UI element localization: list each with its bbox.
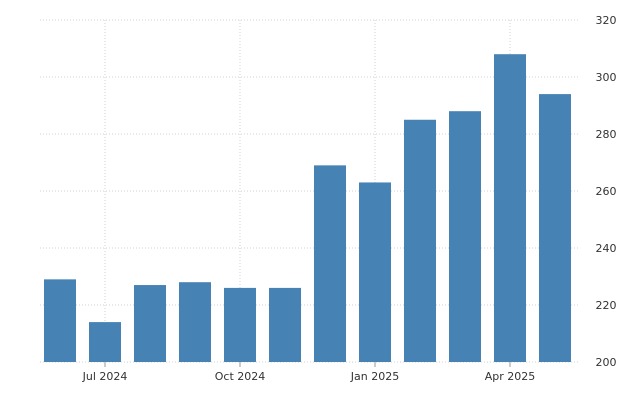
bar: [179, 282, 211, 362]
bar: [89, 322, 121, 362]
y-tick-label: 320: [596, 14, 617, 27]
bar: [359, 182, 391, 362]
bar: [269, 287, 301, 362]
bar: [44, 279, 76, 362]
y-tick-label: 240: [596, 242, 617, 255]
bar: [134, 285, 166, 362]
bar: [224, 287, 256, 362]
bars-layer: [44, 54, 571, 362]
bar: [494, 54, 526, 362]
bar: [314, 165, 346, 362]
x-tick-label: Apr 2025: [485, 370, 536, 383]
x-axis-ticks: Jul 2024 Oct 2024 Jan 2025 Apr 2025: [82, 362, 536, 383]
y-tick-label: 200: [596, 356, 617, 369]
y-tick-label: 260: [596, 185, 617, 198]
x-tick-label: Jan 2025: [350, 370, 399, 383]
x-tick-label: Oct 2024: [215, 370, 266, 383]
y-tick-label: 280: [596, 128, 617, 141]
y-tick-label: 300: [596, 71, 617, 84]
bar: [449, 111, 481, 362]
bar: [404, 119, 436, 362]
bar: [539, 94, 571, 362]
y-tick-label: 220: [596, 299, 617, 312]
x-tick-label: Jul 2024: [82, 370, 128, 383]
y-axis-ticks: 200 220 240 260 280 300 320: [596, 14, 617, 369]
